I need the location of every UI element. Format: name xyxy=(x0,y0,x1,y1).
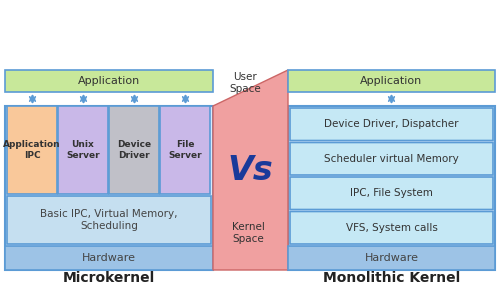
FancyBboxPatch shape xyxy=(290,142,493,175)
Text: File
Server: File Server xyxy=(168,140,202,160)
Text: Monolithic Kernel: Monolithic Kernel xyxy=(323,271,460,285)
Text: Microkernel: Microkernel xyxy=(63,271,155,285)
FancyBboxPatch shape xyxy=(7,196,211,244)
Text: Hardware: Hardware xyxy=(364,253,418,263)
Text: Application: Application xyxy=(78,76,140,86)
FancyBboxPatch shape xyxy=(288,106,495,270)
Text: Hardware: Hardware xyxy=(82,253,136,263)
Text: Kernel
Space: Kernel Space xyxy=(232,222,265,244)
Text: Application: Application xyxy=(360,76,422,86)
Text: Basic IPC, Virtual Memory,
Scheduling: Basic IPC, Virtual Memory, Scheduling xyxy=(40,209,178,231)
FancyBboxPatch shape xyxy=(290,177,493,210)
Text: Scheduler virtual Memory: Scheduler virtual Memory xyxy=(324,154,459,164)
FancyBboxPatch shape xyxy=(58,106,108,194)
FancyBboxPatch shape xyxy=(160,106,210,194)
Text: Application
IPC: Application IPC xyxy=(3,140,61,160)
Polygon shape xyxy=(213,70,288,270)
Text: Device
Driver: Device Driver xyxy=(117,140,151,160)
FancyBboxPatch shape xyxy=(5,246,213,270)
FancyBboxPatch shape xyxy=(290,108,493,140)
Text: IPC, File System: IPC, File System xyxy=(350,188,433,198)
Text: VFS, System calls: VFS, System calls xyxy=(346,223,438,233)
FancyBboxPatch shape xyxy=(5,70,213,92)
Text: Device Driver, Dispatcher: Device Driver, Dispatcher xyxy=(324,119,459,129)
FancyBboxPatch shape xyxy=(5,106,213,270)
FancyBboxPatch shape xyxy=(7,106,57,194)
Text: User
Space: User Space xyxy=(230,72,262,94)
FancyBboxPatch shape xyxy=(290,212,493,244)
Text: Vs: Vs xyxy=(228,154,274,186)
FancyBboxPatch shape xyxy=(109,106,159,194)
FancyBboxPatch shape xyxy=(288,246,495,270)
FancyBboxPatch shape xyxy=(288,70,495,92)
Text: Unix
Server: Unix Server xyxy=(66,140,100,160)
